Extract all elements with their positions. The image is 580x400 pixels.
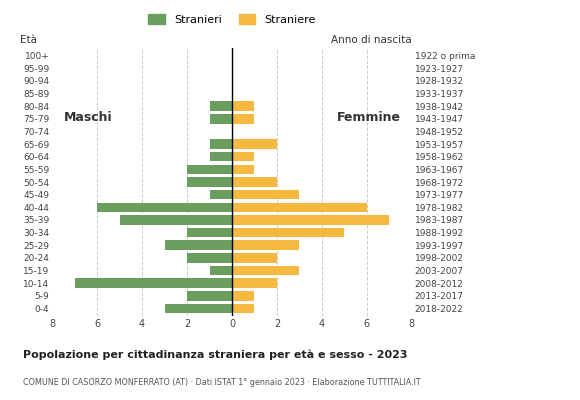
Bar <box>209 266 232 275</box>
Bar <box>209 139 232 149</box>
Bar <box>232 240 299 250</box>
Text: Anno di nascita: Anno di nascita <box>331 35 412 45</box>
Bar <box>232 291 255 300</box>
Bar <box>232 139 277 149</box>
Bar <box>232 102 255 111</box>
Bar <box>232 114 255 124</box>
Bar <box>187 165 232 174</box>
Bar <box>232 165 255 174</box>
Text: Popolazione per cittadinanza straniera per età e sesso - 2023: Popolazione per cittadinanza straniera p… <box>23 350 408 360</box>
Text: Femmine: Femmine <box>336 111 401 124</box>
Bar <box>209 102 232 111</box>
Bar <box>97 202 232 212</box>
Bar <box>232 266 299 275</box>
Bar <box>165 304 232 313</box>
Bar <box>209 152 232 162</box>
Bar <box>232 190 299 199</box>
Bar <box>187 253 232 262</box>
Bar <box>187 177 232 187</box>
Bar <box>232 215 389 225</box>
Bar <box>187 291 232 300</box>
Bar <box>187 228 232 237</box>
Text: Età: Età <box>20 35 37 45</box>
Bar <box>232 228 345 237</box>
Bar <box>209 190 232 199</box>
Bar <box>209 114 232 124</box>
Bar <box>232 202 367 212</box>
Bar <box>232 278 277 288</box>
Bar <box>165 240 232 250</box>
Bar <box>232 253 277 262</box>
Bar <box>75 278 232 288</box>
Legend: Stranieri, Straniere: Stranieri, Straniere <box>144 10 320 29</box>
Text: Maschi: Maschi <box>63 111 112 124</box>
Bar <box>232 177 277 187</box>
Bar <box>232 152 255 162</box>
Bar <box>119 215 232 225</box>
Text: COMUNE DI CASORZO MONFERRATO (AT) · Dati ISTAT 1° gennaio 2023 · Elaborazione TU: COMUNE DI CASORZO MONFERRATO (AT) · Dati… <box>23 378 421 387</box>
Bar <box>232 304 255 313</box>
